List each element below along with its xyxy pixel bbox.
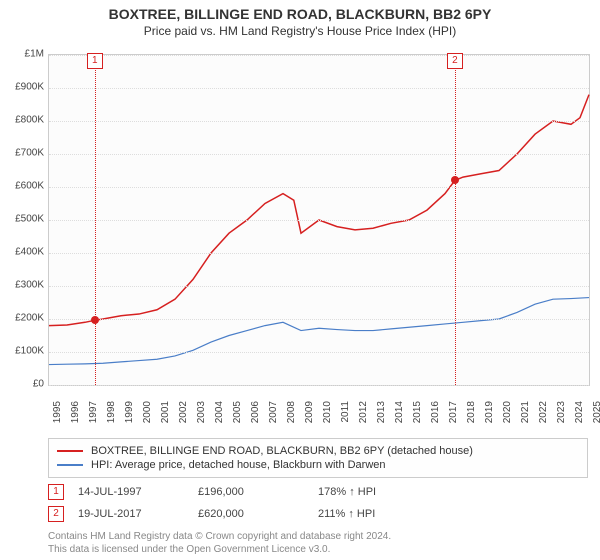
chart-subtitle: Price paid vs. HM Land Registry's House … bbox=[0, 24, 600, 38]
gridline bbox=[49, 220, 589, 221]
x-tick-label: 2023 bbox=[556, 401, 567, 431]
x-tick-label: 2013 bbox=[376, 401, 387, 431]
x-tick-label: 2019 bbox=[484, 401, 495, 431]
sale-row-delta: 178% ↑ HPI bbox=[318, 486, 438, 498]
x-tick-label: 1998 bbox=[106, 401, 117, 431]
y-tick-label: £1M bbox=[0, 49, 44, 60]
x-tick-label: 2007 bbox=[268, 401, 279, 431]
gridline bbox=[49, 154, 589, 155]
legend-and-footer: BOXTREE, BILLINGE END ROAD, BLACKBURN, B… bbox=[48, 438, 588, 556]
x-tick-label: 2021 bbox=[520, 401, 531, 431]
chart-container: BOXTREE, BILLINGE END ROAD, BLACKBURN, B… bbox=[0, 6, 600, 560]
gridline bbox=[49, 187, 589, 188]
sale-row-marker: 1 bbox=[48, 484, 64, 500]
sale-row-date: 19-JUL-2017 bbox=[78, 508, 198, 520]
y-tick-label: £600K bbox=[0, 181, 44, 192]
x-tick-label: 2003 bbox=[196, 401, 207, 431]
gridline bbox=[49, 121, 589, 122]
gridline bbox=[49, 88, 589, 89]
y-tick-label: £200K bbox=[0, 313, 44, 324]
x-tick-label: 2005 bbox=[232, 401, 243, 431]
legend-label: BOXTREE, BILLINGE END ROAD, BLACKBURN, B… bbox=[91, 445, 473, 457]
x-tick-label: 1999 bbox=[124, 401, 135, 431]
legend-label: HPI: Average price, detached house, Blac… bbox=[91, 459, 386, 471]
attribution-line-1: Contains HM Land Registry data © Crown c… bbox=[48, 530, 588, 543]
gridline bbox=[49, 385, 589, 386]
legend-row: HPI: Average price, detached house, Blac… bbox=[57, 459, 579, 471]
sales-rows: 1 14-JUL-1997£196,000178% ↑ HPI 2 19-JUL-20… bbox=[48, 484, 588, 522]
gridline bbox=[49, 319, 589, 320]
x-tick-label: 2008 bbox=[286, 401, 297, 431]
sale-marker-box: 1 bbox=[87, 53, 103, 69]
x-tick-label: 2025 bbox=[592, 401, 600, 431]
sale-row: 2 19-JUL-2017£620,000211% ↑ HPI bbox=[48, 506, 588, 522]
y-tick-label: £500K bbox=[0, 214, 44, 225]
legend-swatch bbox=[57, 464, 83, 466]
x-tick-label: 2009 bbox=[304, 401, 315, 431]
x-tick-label: 2001 bbox=[160, 401, 171, 431]
sale-marker-line bbox=[455, 55, 456, 385]
sale-row-date: 14-JUL-1997 bbox=[78, 486, 198, 498]
x-tick-label: 2015 bbox=[412, 401, 423, 431]
sale-marker-box: 2 bbox=[447, 53, 463, 69]
x-tick-label: 1997 bbox=[88, 401, 99, 431]
y-tick-label: £400K bbox=[0, 247, 44, 258]
x-tick-label: 2020 bbox=[502, 401, 513, 431]
sale-row-delta: 211% ↑ HPI bbox=[318, 508, 438, 520]
sale-row-price: £620,000 bbox=[198, 508, 318, 520]
sale-marker-dot bbox=[451, 176, 459, 184]
y-tick-label: £800K bbox=[0, 115, 44, 126]
x-tick-label: 2002 bbox=[178, 401, 189, 431]
sale-row: 1 14-JUL-1997£196,000178% ↑ HPI bbox=[48, 484, 588, 500]
sale-marker-line bbox=[95, 55, 96, 385]
x-tick-label: 1995 bbox=[52, 401, 63, 431]
gridline bbox=[49, 352, 589, 353]
chart-wrap: 12 £0£100K£200K£300K£400K£500K£600K£700K… bbox=[0, 50, 600, 430]
sale-row-marker: 2 bbox=[48, 506, 64, 522]
gridline bbox=[49, 55, 589, 56]
x-tick-label: 1996 bbox=[70, 401, 81, 431]
attribution-line-2: This data is licensed under the Open Gov… bbox=[48, 543, 588, 556]
y-tick-label: £700K bbox=[0, 148, 44, 159]
plot-area: 12 bbox=[48, 54, 590, 386]
legend-box: BOXTREE, BILLINGE END ROAD, BLACKBURN, B… bbox=[48, 438, 588, 478]
gridline bbox=[49, 253, 589, 254]
y-tick-label: £100K bbox=[0, 346, 44, 357]
x-tick-label: 2010 bbox=[322, 401, 333, 431]
x-tick-label: 2017 bbox=[448, 401, 459, 431]
sale-row-price: £196,000 bbox=[198, 486, 318, 498]
x-tick-label: 2012 bbox=[358, 401, 369, 431]
x-tick-label: 2014 bbox=[394, 401, 405, 431]
attribution: Contains HM Land Registry data © Crown c… bbox=[48, 530, 588, 556]
legend-row: BOXTREE, BILLINGE END ROAD, BLACKBURN, B… bbox=[57, 445, 579, 457]
legend-swatch bbox=[57, 450, 83, 452]
x-tick-label: 2018 bbox=[466, 401, 477, 431]
x-tick-label: 2024 bbox=[574, 401, 585, 431]
series-line-hpi bbox=[49, 298, 589, 365]
x-tick-label: 2004 bbox=[214, 401, 225, 431]
y-tick-label: £300K bbox=[0, 280, 44, 291]
y-tick-label: £900K bbox=[0, 82, 44, 93]
gridline bbox=[49, 286, 589, 287]
x-tick-label: 2000 bbox=[142, 401, 153, 431]
x-tick-label: 2016 bbox=[430, 401, 441, 431]
sale-marker-dot bbox=[91, 316, 99, 324]
chart-title: BOXTREE, BILLINGE END ROAD, BLACKBURN, B… bbox=[0, 6, 600, 22]
x-tick-label: 2011 bbox=[340, 401, 351, 431]
x-tick-label: 2006 bbox=[250, 401, 261, 431]
x-tick-label: 2022 bbox=[538, 401, 549, 431]
series-line-price_paid bbox=[49, 95, 589, 326]
y-tick-label: £0 bbox=[0, 379, 44, 390]
